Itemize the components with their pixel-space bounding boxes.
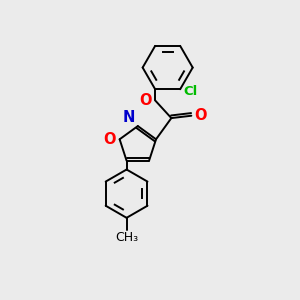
Text: CH₃: CH₃ [115,231,138,244]
Text: O: O [103,132,116,147]
Text: N: N [122,110,135,124]
Text: O: O [139,93,151,108]
Text: O: O [194,108,207,123]
Text: Cl: Cl [184,85,198,98]
